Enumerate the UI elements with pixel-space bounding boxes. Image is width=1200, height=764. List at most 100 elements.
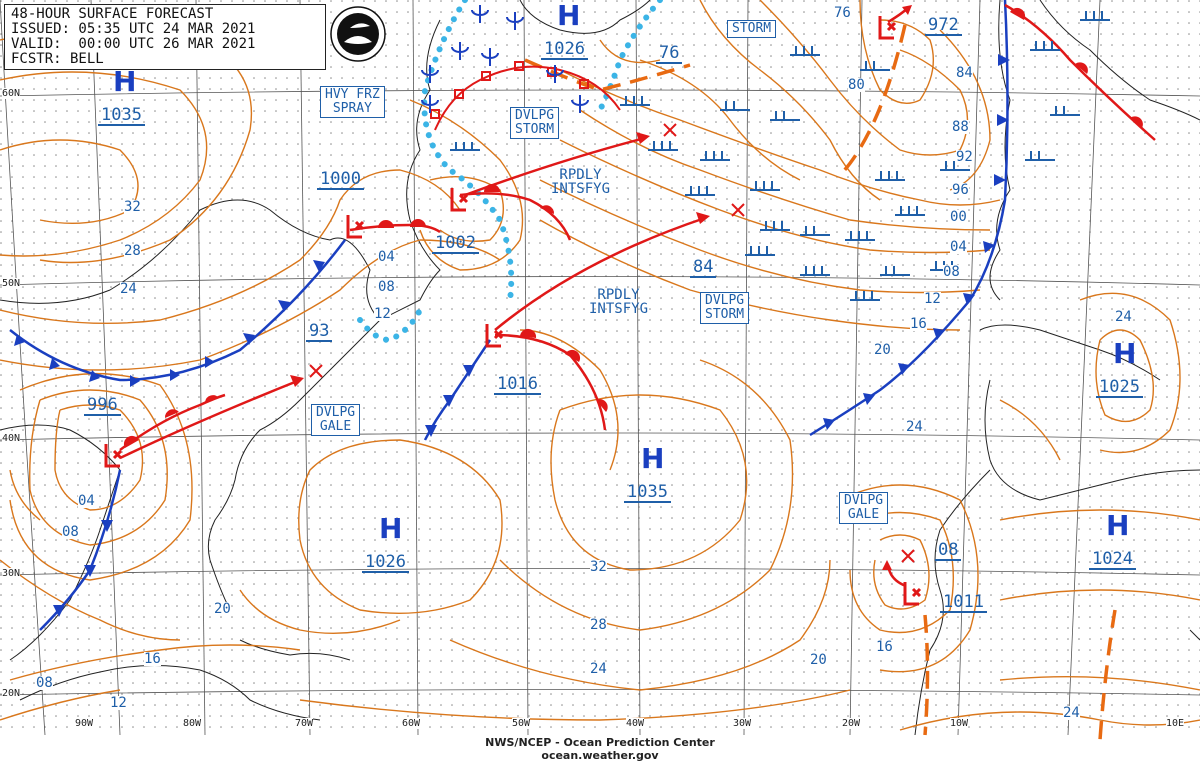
- low-pressure-iceland: 972: [925, 16, 962, 36]
- longitude-label: 20W: [842, 718, 861, 729]
- latitude-label: 30N: [2, 568, 21, 579]
- longitude-label: 60W: [402, 718, 421, 729]
- high-pressure-east-atlantic: 1024: [1089, 550, 1136, 570]
- forecaster: FCSTR: BELL: [11, 51, 104, 67]
- warning-line1: HVY FRZ: [325, 87, 380, 102]
- high-pressure-hudson: 1035: [98, 106, 145, 126]
- annotation-line2: INTSFYG: [551, 181, 611, 197]
- longitude-label: 50W: [512, 718, 531, 729]
- isobar-label: 92: [956, 149, 973, 165]
- isobar-label: 24: [590, 661, 607, 677]
- longitude-label: 10E: [1166, 718, 1185, 729]
- isobar-label: 28: [124, 243, 141, 259]
- warning-line1: DVLPG: [705, 293, 745, 308]
- isobar-label: 00: [950, 209, 967, 225]
- longitude-label: 10W: [950, 718, 969, 729]
- longitude-label: 40W: [626, 718, 645, 729]
- low-pressure-canaries: 1011: [940, 593, 987, 613]
- forecast-header: 48-HOUR SURFACE FORECAST ISSUED: 05:35 U…: [4, 4, 326, 70]
- isobar-label: 12: [110, 695, 127, 711]
- warning-line2: STORM: [705, 307, 745, 322]
- annotation-rapidly-intensifying-north: RPDLY INTSFYG: [551, 168, 610, 196]
- isobar-label: 84: [956, 65, 973, 81]
- isobar-label: 16: [910, 316, 927, 332]
- storm-tracks: [119, 7, 909, 588]
- isobar-label: 16: [144, 651, 161, 667]
- warning-line2: GALE: [319, 419, 352, 434]
- isobars: [0, 0, 1200, 731]
- latitude-label: 40N: [2, 433, 21, 444]
- isobar-label: 12: [374, 306, 391, 322]
- isobar-label: 76: [834, 5, 851, 21]
- low-pressure-grand-banks: 1016: [494, 375, 541, 395]
- issued-time: ISSUED: 05:35 UTC 24 MAR 2021: [11, 21, 256, 37]
- high-pressure-western-atlantic: 1026: [362, 553, 409, 573]
- storm-track-arrowheads: [290, 5, 912, 570]
- warm-front-bumps: [123, 7, 1143, 448]
- isobar-label: 24: [120, 281, 137, 297]
- high-pressure-greenland: 1026: [541, 40, 588, 60]
- high-center-central-atlantic: H: [641, 442, 665, 475]
- isobar-label: 80: [848, 77, 865, 93]
- high-pressure-iberia: 1025: [1096, 378, 1143, 398]
- longitude-label: 80W: [183, 718, 202, 729]
- freezing-spray-symbols: [421, 5, 589, 113]
- isobar-label: 96: [952, 182, 969, 198]
- low-pressure-labrador: 1000: [317, 170, 364, 190]
- isobar-label: 32: [124, 199, 141, 215]
- isobar-label: 04: [378, 249, 395, 265]
- isobar-label: 16: [876, 639, 893, 655]
- high-center-iberia: H: [1113, 337, 1137, 370]
- latitude-label: 20N: [2, 688, 21, 699]
- longitude-label: 70W: [295, 718, 314, 729]
- isobar-label: 08: [943, 264, 960, 280]
- valid-time: VALID: 00:00 UTC 26 MAR 2021: [11, 36, 256, 52]
- isobar-label: 28: [590, 617, 607, 633]
- low-pressure-carolinas: 996: [84, 396, 121, 416]
- isobar-label: 24: [906, 419, 923, 435]
- cold-front-pips: [14, 54, 1010, 617]
- isobar-label: 20: [810, 652, 827, 668]
- high-center-east-atlantic: H: [1106, 509, 1130, 542]
- isobar-label: 08: [36, 675, 53, 691]
- isobar-label: 08: [62, 524, 79, 540]
- forecast-positions: [309, 123, 915, 563]
- ice-edge: [357, 0, 663, 344]
- warning-heavy-freezing-spray: HVY FRZ SPRAY: [320, 86, 385, 118]
- footer-website: ocean.weather.gov: [541, 749, 659, 762]
- isobar-label: 20: [214, 601, 231, 617]
- high-center-hudson: H: [113, 65, 137, 98]
- isobar-label: 04: [950, 239, 967, 255]
- warning-line1: DVLPG: [316, 405, 356, 420]
- longitude-label: 90W: [75, 718, 94, 729]
- pressure-forecast-84: 84: [690, 258, 717, 278]
- isobar-label: 88: [952, 119, 969, 135]
- isobar-label: 04: [78, 493, 95, 509]
- warning-developing-storm-central: DVLPG STORM: [700, 292, 750, 324]
- noaa-logo: [330, 6, 386, 62]
- warning-developing-gale-east: DVLPG GALE: [839, 492, 889, 524]
- warning-line2: GALE: [847, 507, 880, 522]
- warning-developing-storm-north: DVLPG STORM: [510, 107, 560, 139]
- low-pressure-newfoundland: 1002: [432, 234, 479, 254]
- annotation-line1: RPDLY: [559, 167, 602, 183]
- warning-developing-gale-west: DVLPG GALE: [311, 404, 361, 436]
- annotation-rapidly-intensifying-central: RPDLY INTSFYG: [589, 288, 648, 316]
- pressure-forecast-76: 76: [656, 44, 683, 64]
- isobar-label: 08: [378, 279, 395, 295]
- low-symbols: [104, 16, 922, 606]
- latitude-label: 50N: [2, 278, 21, 289]
- troughs: [524, 24, 1117, 741]
- isobar-label: 24: [1115, 309, 1132, 325]
- warning-line1: STORM: [732, 21, 772, 36]
- forecast-title: 48-HOUR SURFACE FORECAST: [11, 6, 214, 22]
- warning-line1: DVLPG: [515, 108, 555, 123]
- longitude-label: 30W: [733, 718, 752, 729]
- isobar-label: 12: [924, 291, 941, 307]
- high-pressure-central-atlantic: 1035: [624, 483, 671, 503]
- isobar-label: 20: [874, 342, 891, 358]
- warning-line2: STORM: [515, 122, 555, 137]
- high-center-western-atlantic: H: [379, 512, 403, 545]
- warning-line2: SPRAY: [332, 101, 372, 116]
